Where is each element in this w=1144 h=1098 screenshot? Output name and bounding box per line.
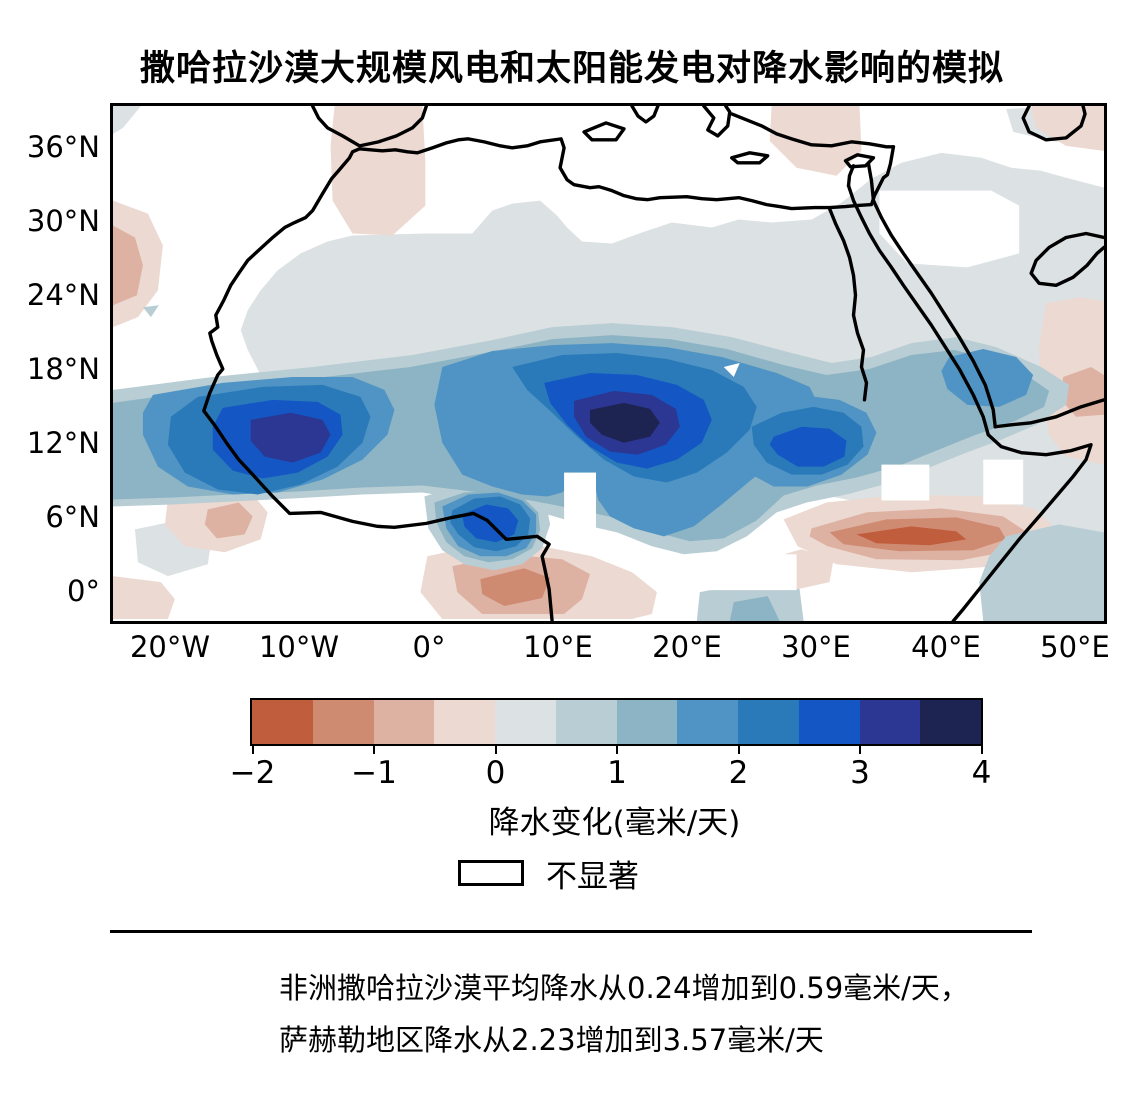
chart-title: 撒哈拉沙漠大规模风电和太阳能发电对降水影响的模拟 bbox=[139, 49, 1004, 89]
colorbar-tick-mark bbox=[494, 745, 497, 754]
colorbar-tick-label: −2 bbox=[229, 755, 276, 791]
x-tick-label: 20°W bbox=[129, 630, 211, 664]
nile-river bbox=[827, 206, 869, 402]
caption: 非洲撒哈拉沙漠平均降水从0.24增加到0.59毫米/天， 萨赫勒地区降水从2.2… bbox=[279, 962, 969, 1066]
coast-sicily bbox=[582, 121, 626, 142]
colorbar-tick-label: −1 bbox=[351, 755, 397, 791]
colorbar-label: 降水变化(毫米/天) bbox=[488, 805, 741, 841]
legend: 不显著 bbox=[458, 855, 639, 895]
colorbar-tick-mark bbox=[373, 745, 375, 754]
not-significant-swatch bbox=[458, 860, 524, 886]
y-tick-label: 18°N bbox=[26, 352, 100, 386]
coast-cyprus bbox=[843, 153, 876, 169]
caption-line-1: 非洲撒哈拉沙漠平均降水从0.24增加到0.59毫米/天， bbox=[279, 971, 969, 1005]
contour-positive-anomalies bbox=[113, 305, 1104, 621]
colorbar-tick-label: 2 bbox=[728, 755, 749, 791]
colorbar-segment bbox=[920, 700, 981, 744]
x-tick-label: 50°E bbox=[1040, 630, 1110, 664]
y-tick-label: 36°N bbox=[26, 130, 100, 164]
x-tick-label: 10°W bbox=[258, 630, 340, 664]
coast-turkey bbox=[730, 112, 896, 149]
y-tick-label: 0° bbox=[67, 574, 100, 608]
colorbar-tick-mark bbox=[616, 745, 618, 754]
coast-gulf-suez bbox=[846, 164, 856, 188]
not-significant-patch bbox=[879, 190, 1020, 268]
coastlines bbox=[202, 106, 1104, 621]
coast-arabia-south bbox=[993, 398, 1104, 429]
divider-line bbox=[110, 930, 1032, 933]
colorbar-segment bbox=[555, 700, 617, 744]
colorbar-segment bbox=[312, 700, 374, 744]
colorbar-tick-label: 1 bbox=[607, 755, 627, 791]
colorbar-tick-mark bbox=[251, 745, 254, 754]
x-tick-label: 20°E bbox=[652, 630, 722, 664]
x-tick-label: 40°E bbox=[911, 630, 981, 664]
not-significant-patches bbox=[564, 363, 1024, 591]
coast-africa-west-north bbox=[202, 137, 896, 621]
colorbar-tick-label: 0 bbox=[485, 755, 506, 791]
colorbar-segment bbox=[677, 700, 738, 744]
coast-horn-of-africa bbox=[951, 433, 1093, 621]
caption-line-2: 萨赫勒地区降水从2.23增加到3.57毫米/天 bbox=[279, 1023, 824, 1057]
coast-caspian bbox=[1021, 106, 1087, 142]
colorbar-segment bbox=[495, 700, 556, 744]
colorbar-segment bbox=[252, 700, 313, 744]
x-tick-label: 30°E bbox=[781, 630, 851, 664]
colorbar-segment bbox=[373, 700, 435, 744]
colorbar-segment bbox=[798, 700, 860, 744]
y-tick-label: 6°N bbox=[45, 500, 100, 534]
colorbar-tick-mark bbox=[859, 745, 861, 754]
coast-italy bbox=[630, 106, 660, 124]
coast-red-sea-east bbox=[871, 198, 997, 429]
coast-crete bbox=[730, 151, 770, 165]
coast-gulf-aqaba bbox=[866, 162, 876, 203]
coast-persian-gulf bbox=[1029, 231, 1104, 287]
not-significant-label: 不显著 bbox=[546, 858, 639, 895]
colorbar-segment bbox=[738, 700, 799, 744]
x-tick-label: 10°E bbox=[523, 630, 593, 664]
coast-red-sea-west bbox=[846, 183, 990, 437]
y-tick-label: 30°N bbox=[26, 204, 100, 238]
coast-iberia bbox=[310, 106, 429, 148]
colorbar-tick-mark bbox=[980, 745, 983, 754]
colorbar-segment bbox=[616, 700, 678, 744]
colorbar-segment bbox=[859, 700, 921, 744]
y-tick-label: 24°N bbox=[26, 278, 100, 312]
coast-greece bbox=[702, 106, 732, 138]
colorbar-tick-label: 4 bbox=[971, 755, 992, 791]
colorbar bbox=[250, 698, 983, 746]
map-plot-area bbox=[110, 103, 1107, 624]
precipitation-contour-map bbox=[113, 106, 1104, 621]
colorbar-tick-mark bbox=[737, 745, 740, 754]
x-tick-label: 0° bbox=[412, 630, 446, 664]
y-tick-label: 12°N bbox=[26, 426, 100, 460]
colorbar-tick-label: 3 bbox=[850, 755, 870, 791]
colorbar-segment bbox=[434, 700, 495, 744]
